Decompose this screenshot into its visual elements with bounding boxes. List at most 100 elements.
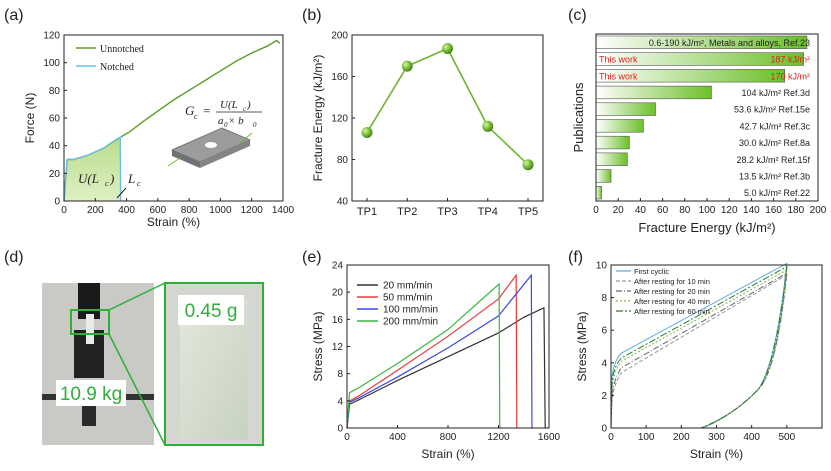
- y-tick-label: 16: [332, 315, 344, 326]
- x-tick-label: TP1: [357, 206, 377, 218]
- x-tick-label: 180: [787, 205, 804, 216]
- chart-c-publications: 0.6-190 kJ/m², Metals and alloys, Ref.23…: [571, 33, 827, 235]
- legend-label: After resting for 40 min: [634, 297, 710, 306]
- bar-label: 53.6 kJ/m² Ref.15e: [734, 105, 810, 115]
- panel-label-a: (a): [4, 7, 24, 24]
- panel-label-c: (c): [568, 7, 587, 24]
- x-tick-label: 20: [613, 205, 625, 216]
- x-tick-label: 100: [638, 432, 655, 443]
- x-tick-label: 40: [635, 205, 647, 216]
- x-tick-label: 100: [699, 205, 716, 216]
- formula-den-sub0: 0: [224, 121, 228, 129]
- chart-b-fracture-energy: TP1 TP2 TP3 TP4 TP5 40 80 120 160 200 Fracture Ene…: [311, 31, 544, 218]
- x-tick-label: 160: [765, 205, 782, 216]
- data-point-tp5: [522, 159, 534, 171]
- x-axis-label: Strain (%): [690, 447, 743, 461]
- x-tick-label: 140: [743, 205, 760, 216]
- bar-label: 104 kJ/m² Ref.3d: [741, 88, 810, 98]
- x-tick-label: 0: [593, 205, 599, 216]
- x-tick-label: 200: [673, 432, 690, 443]
- y-axis-label: Stress (MPa): [311, 311, 325, 381]
- y-axis-label: Fracture Energy (kJ/m²): [311, 55, 325, 182]
- legend-label: First cyclic: [634, 267, 669, 276]
- data-point-tp4: [482, 120, 494, 132]
- x-tick-label: 600: [150, 205, 167, 216]
- bar-label: 42.7 kJ/m² Ref.3c: [739, 121, 810, 131]
- panel-label-f: (f): [568, 249, 583, 266]
- x-tick-label: 800: [440, 432, 457, 443]
- y-tick-label: 6: [601, 326, 607, 337]
- bar-9: [595, 186, 602, 200]
- x-axis-label: Fracture Energy (kJ/m²): [638, 220, 775, 235]
- x-tick-label: 80: [679, 205, 691, 216]
- y-tick-label: 100: [43, 58, 60, 69]
- bar-label: 30.0 kJ/m² Ref.8a: [739, 138, 810, 148]
- formula-den: a: [218, 115, 224, 127]
- zoom-box: [70, 309, 110, 335]
- chart-f-cyclic: 0 100 200 300 400 500 0 2 4 6 8 10 Strain (%) Stress …: [575, 261, 823, 461]
- chart-e-stress-strain-rates: 0 400 800 1200 1600 0 4 8 12 16 20 24 Strain (%) Stre…: [311, 261, 561, 462]
- force-arrow-right: [239, 132, 253, 144]
- legend-label: 100 mm/min: [383, 305, 438, 316]
- y-tick-label: 20: [332, 288, 344, 299]
- x-tick-label: 500: [778, 432, 795, 443]
- bar-4: [595, 102, 656, 116]
- chart-e-frame: [346, 264, 550, 429]
- y-tick-label: 0: [54, 197, 60, 208]
- y-tick-label: 2: [601, 391, 607, 402]
- area-label-end: ): [109, 171, 114, 186]
- panel-label-d: (d): [4, 249, 24, 266]
- y-tick-label: 24: [332, 261, 344, 272]
- x-tick-label: 200: [87, 205, 104, 216]
- y-tick-label: 120: [331, 114, 348, 125]
- bar-8: [595, 169, 612, 183]
- lc-arrow: [116, 187, 127, 199]
- y-tick-label: 4: [337, 396, 343, 407]
- weight-label: 10.9 kg: [60, 384, 122, 405]
- chart-a-force-strain: 0 200 400 600 800 1000 1200 1400020406080100120…: [23, 31, 295, 230]
- formula-lhs: G: [185, 103, 195, 118]
- x-tick-label: 0: [61, 205, 67, 216]
- x-tick-label: 800: [181, 205, 198, 216]
- series-notched: [63, 136, 122, 202]
- lc-label-sub: c: [137, 179, 141, 188]
- bar-label: 170 kJ/m²: [770, 71, 810, 81]
- bar-label: 0.6-190 kJ/m², Metals and alloys, Ref.23: [649, 38, 810, 48]
- legend-label: Unnotched: [100, 44, 144, 55]
- y-tick-label: 12: [332, 342, 344, 353]
- formula-num-end: ): [246, 99, 251, 111]
- y-tick-label: 40: [337, 197, 349, 208]
- y-tick-label: 4: [601, 358, 607, 369]
- formula-den-mid: × b: [228, 115, 244, 127]
- y-axis-label: Stress (MPa): [575, 311, 589, 381]
- x-tick-label: 60: [657, 205, 669, 216]
- data-point-tp3: [442, 42, 453, 54]
- sample-label: 0.45 g: [185, 301, 238, 322]
- x-tick-label: TP3: [437, 206, 457, 218]
- bar-label: 187 kJ/m²: [770, 55, 810, 65]
- bar-prefix: This work: [599, 71, 638, 81]
- x-tick-label: 1400: [272, 205, 295, 216]
- x-tick-label: 400: [118, 205, 135, 216]
- series-200-mm-min: [346, 282, 501, 429]
- y-tick-label: 0: [601, 424, 607, 435]
- bar-prefix: This work: [599, 55, 638, 65]
- legend-label: 20 mm/min: [383, 281, 432, 292]
- chart-b-frame: [351, 34, 544, 202]
- x-tick-label: TP2: [397, 206, 417, 218]
- panel-label-e: (e): [302, 249, 322, 266]
- lc-label: L: [127, 171, 135, 186]
- legend-label: Notched: [100, 62, 134, 73]
- y-tick-label: 60: [49, 114, 61, 125]
- photo-clamp-top: [78, 283, 100, 319]
- formula-num: U(L: [220, 99, 238, 111]
- data-point-tp2: [401, 60, 413, 72]
- series-cycle: [610, 268, 788, 429]
- x-axis-label: Strain (%): [421, 447, 474, 461]
- area-label-sub: c: [105, 179, 109, 188]
- zoom-line-bottom: [108, 333, 166, 446]
- x-tick-label: 0: [608, 432, 614, 443]
- y-axis-label: Force (N): [23, 93, 37, 144]
- series-100-mm-min: [346, 273, 533, 429]
